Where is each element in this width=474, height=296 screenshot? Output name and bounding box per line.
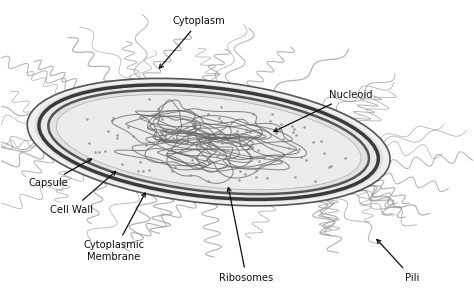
Ellipse shape bbox=[48, 90, 369, 194]
Text: Cytoplasm: Cytoplasm bbox=[159, 16, 226, 68]
Text: Nucleoid: Nucleoid bbox=[274, 90, 372, 131]
Text: Cytoplasmic
Membrane: Cytoplasmic Membrane bbox=[83, 193, 145, 262]
Ellipse shape bbox=[27, 78, 390, 206]
Text: Pili: Pili bbox=[377, 239, 419, 283]
Ellipse shape bbox=[56, 94, 361, 190]
Text: Ribosomes: Ribosomes bbox=[219, 187, 273, 283]
Ellipse shape bbox=[34, 82, 383, 202]
Text: Cell Wall: Cell Wall bbox=[50, 171, 116, 215]
Text: Capsule: Capsule bbox=[28, 159, 91, 188]
Ellipse shape bbox=[39, 85, 378, 200]
